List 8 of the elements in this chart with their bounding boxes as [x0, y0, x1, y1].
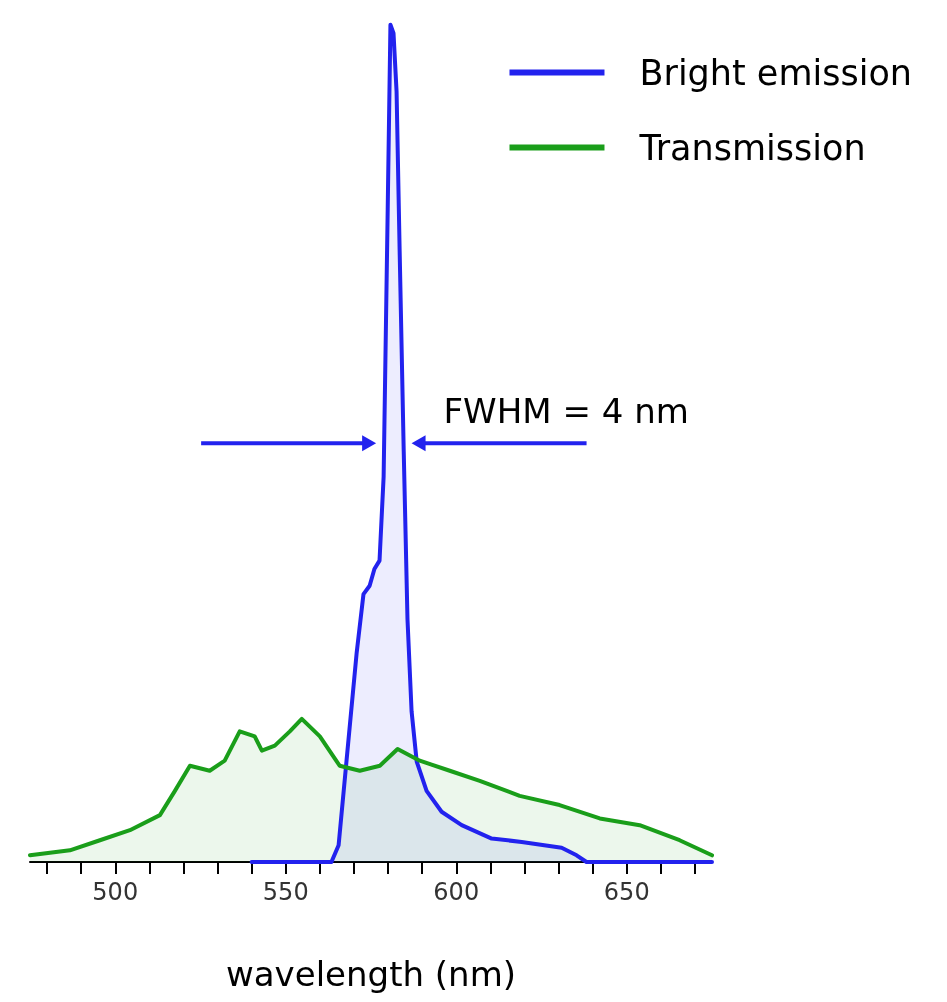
annotation: FWHM = 4 nm [443, 391, 689, 432]
x-tick-label: 650 [603, 878, 650, 906]
x-tick-label: 550 [262, 878, 309, 906]
x-axis-title: wavelength (nm) [225, 954, 517, 994]
x-tick-label: 500 [92, 878, 139, 906]
x-tick-label: 600 [433, 878, 480, 906]
legend-label: Bright emission [639, 52, 912, 93]
legend-label: Transmission [638, 127, 866, 168]
